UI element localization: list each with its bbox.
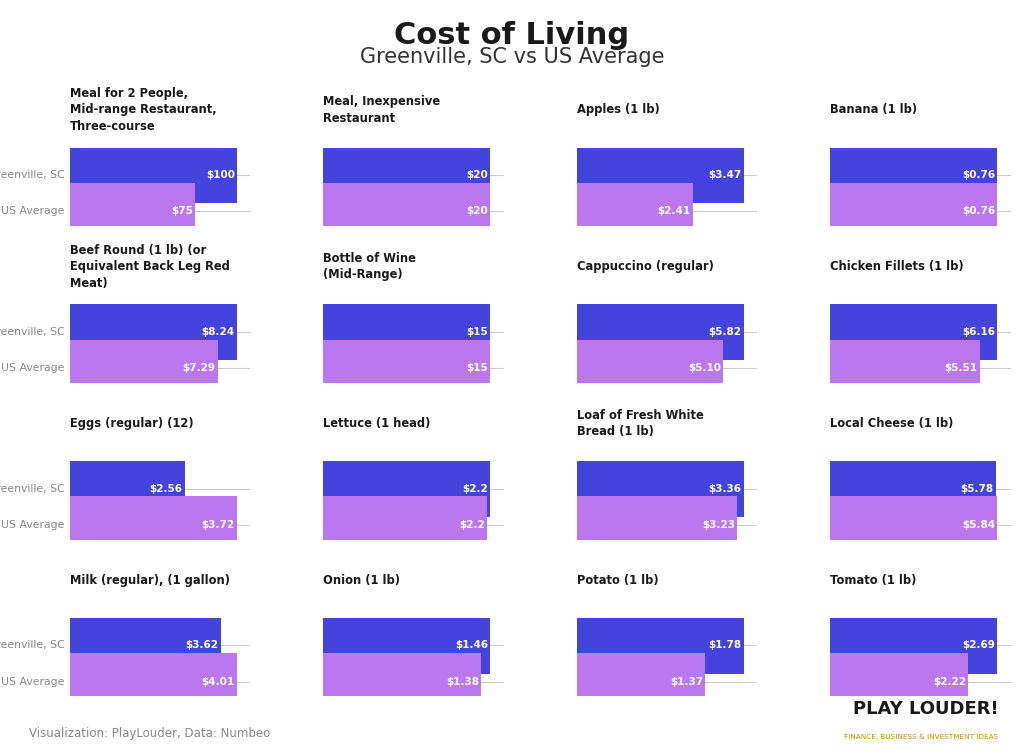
Text: Greenville, SC: Greenville, SC <box>0 170 65 180</box>
Text: $5.51: $5.51 <box>944 363 978 373</box>
Bar <box>324 618 490 674</box>
Text: $100: $100 <box>206 170 234 180</box>
Bar <box>577 304 743 360</box>
Bar <box>70 653 237 710</box>
Bar <box>324 304 490 360</box>
Text: $3.72: $3.72 <box>202 520 234 530</box>
Text: Lettuce (1 head): Lettuce (1 head) <box>324 417 430 430</box>
Bar <box>70 496 237 553</box>
Text: $20: $20 <box>467 206 488 216</box>
Bar <box>830 653 968 710</box>
Text: US Average: US Average <box>1 363 65 373</box>
Text: Onion (1 lb): Onion (1 lb) <box>324 574 400 587</box>
Text: $2.22: $2.22 <box>933 676 966 687</box>
Text: Chicken Fillets (1 lb): Chicken Fillets (1 lb) <box>830 260 964 273</box>
Text: US Average: US Average <box>1 206 65 216</box>
Text: Meal for 2 People,
Mid-range Restaurant,
Three-course: Meal for 2 People, Mid-range Restaurant,… <box>70 87 216 133</box>
Bar <box>830 618 997 674</box>
Text: Eggs (regular) (12): Eggs (regular) (12) <box>70 417 194 430</box>
Bar <box>577 339 723 396</box>
Text: Cappuccino (regular): Cappuccino (regular) <box>577 260 714 273</box>
Text: Milk (regular), (1 gallon): Milk (regular), (1 gallon) <box>70 574 229 587</box>
Text: $0.76: $0.76 <box>962 170 995 180</box>
Text: PLAY LOUDER!: PLAY LOUDER! <box>853 700 998 718</box>
Bar <box>830 304 997 360</box>
Text: $6.16: $6.16 <box>963 326 995 337</box>
Text: Greenville, SC: Greenville, SC <box>0 483 65 494</box>
Bar <box>830 339 980 396</box>
Bar <box>830 461 995 517</box>
Bar <box>70 304 237 360</box>
Bar <box>577 496 737 553</box>
Bar <box>577 461 743 517</box>
Text: $5.78: $5.78 <box>961 483 993 494</box>
Text: $3.36: $3.36 <box>709 483 741 494</box>
Text: $5.84: $5.84 <box>962 520 995 530</box>
Text: $75: $75 <box>171 206 193 216</box>
Text: Greenville, SC: Greenville, SC <box>0 326 65 337</box>
Text: Visualization: PlayLouder, Data: Numbeo: Visualization: PlayLouder, Data: Numbeo <box>29 728 270 740</box>
Text: $4.01: $4.01 <box>202 676 234 687</box>
Text: $1.38: $1.38 <box>446 676 479 687</box>
Text: FINANCE, BUSINESS & INVESTMENT IDEAS: FINANCE, BUSINESS & INVESTMENT IDEAS <box>844 734 998 740</box>
Text: Local Cheese (1 lb): Local Cheese (1 lb) <box>830 417 953 430</box>
Text: Greenville, SC: Greenville, SC <box>0 640 65 651</box>
Text: $20: $20 <box>467 170 488 180</box>
Bar <box>70 339 218 396</box>
Bar <box>324 496 487 553</box>
Bar <box>324 653 481 710</box>
Text: $5.10: $5.10 <box>688 363 721 373</box>
Text: $1.46: $1.46 <box>455 640 488 651</box>
Text: Banana (1 lb): Banana (1 lb) <box>830 103 918 116</box>
Text: $2.41: $2.41 <box>657 206 690 216</box>
Text: $3.23: $3.23 <box>702 520 735 530</box>
Text: Potato (1 lb): Potato (1 lb) <box>577 574 658 587</box>
Text: Greenville, SC vs US Average: Greenville, SC vs US Average <box>359 47 665 67</box>
Text: $3.47: $3.47 <box>709 170 741 180</box>
Text: $15: $15 <box>467 326 488 337</box>
Text: US Average: US Average <box>1 676 65 687</box>
Bar <box>577 653 706 710</box>
Text: $2.2: $2.2 <box>460 520 485 530</box>
Text: $3.62: $3.62 <box>185 640 218 651</box>
Text: $2.2: $2.2 <box>463 483 488 494</box>
Text: $1.37: $1.37 <box>670 676 703 687</box>
Bar <box>70 618 221 674</box>
Bar <box>324 461 490 517</box>
Text: Bottle of Wine
(Mid-Range): Bottle of Wine (Mid-Range) <box>324 252 416 281</box>
Text: Meal, Inexpensive
Restaurant: Meal, Inexpensive Restaurant <box>324 95 440 124</box>
Bar <box>70 461 185 517</box>
Text: $5.82: $5.82 <box>709 326 741 337</box>
Text: Loaf of Fresh White
Bread (1 lb): Loaf of Fresh White Bread (1 lb) <box>577 409 703 438</box>
Text: $2.56: $2.56 <box>150 483 182 494</box>
Bar <box>324 182 490 239</box>
Bar <box>577 147 743 204</box>
Text: $0.76: $0.76 <box>962 206 995 216</box>
Text: Cost of Living: Cost of Living <box>394 21 630 50</box>
Bar <box>830 496 997 553</box>
Text: $8.24: $8.24 <box>202 326 234 337</box>
Text: US Average: US Average <box>1 520 65 530</box>
Text: $1.78: $1.78 <box>709 640 741 651</box>
Bar <box>70 182 196 239</box>
Bar <box>577 618 743 674</box>
Bar <box>324 339 490 396</box>
Bar <box>324 147 490 204</box>
Bar <box>830 182 997 239</box>
Bar <box>577 182 693 239</box>
Bar <box>830 147 997 204</box>
Text: Apples (1 lb): Apples (1 lb) <box>577 103 659 116</box>
Text: $15: $15 <box>467 363 488 373</box>
Text: $2.69: $2.69 <box>963 640 995 651</box>
Bar <box>70 147 237 204</box>
Text: $7.29: $7.29 <box>182 363 215 373</box>
Text: Tomato (1 lb): Tomato (1 lb) <box>830 574 916 587</box>
Text: Beef Round (1 lb) (or
Equivalent Back Leg Red
Meat): Beef Round (1 lb) (or Equivalent Back Le… <box>70 244 229 290</box>
